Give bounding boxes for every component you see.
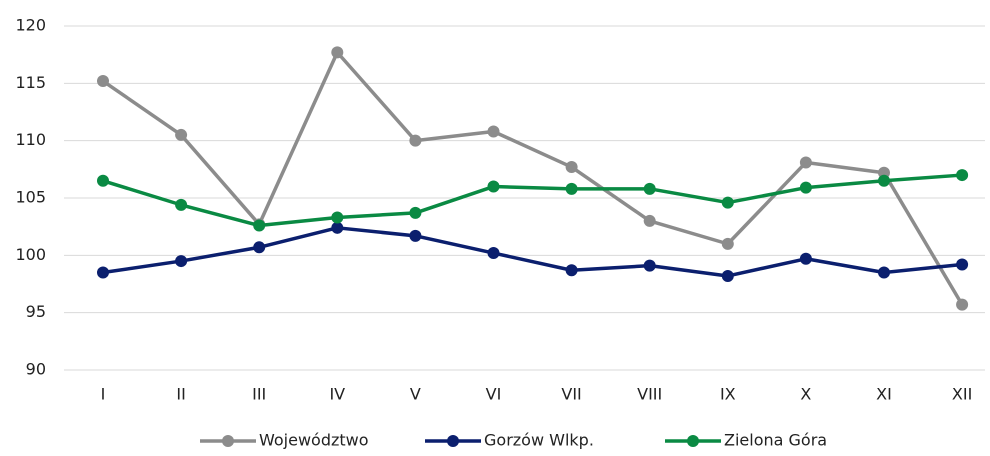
- data-point: [487, 180, 500, 193]
- x-tick-label: I: [101, 385, 106, 404]
- data-point: [487, 247, 500, 260]
- legend-label: Zielona Góra: [724, 431, 827, 450]
- x-tick-label: V: [410, 385, 421, 404]
- data-point: [175, 128, 188, 141]
- data-point: [409, 229, 422, 242]
- data-point: [565, 161, 578, 174]
- data-point: [409, 206, 422, 219]
- data-point: [956, 298, 969, 311]
- legend-marker: [447, 435, 459, 447]
- data-point: [956, 258, 969, 271]
- x-tick-label: IV: [329, 385, 345, 404]
- x-tick-label: XI: [876, 385, 892, 404]
- data-point: [331, 221, 344, 234]
- y-tick-label: 95: [26, 302, 46, 321]
- legend-marker: [687, 435, 699, 447]
- data-point: [253, 241, 266, 254]
- data-point: [97, 174, 109, 187]
- legend-marker: [222, 435, 234, 447]
- data-point: [643, 182, 656, 195]
- data-point: [97, 266, 109, 279]
- data-point: [721, 196, 734, 209]
- y-tick-label: 105: [15, 188, 46, 207]
- x-tick-label: VIII: [637, 385, 662, 404]
- x-tick-label: II: [176, 385, 185, 404]
- data-point: [487, 125, 500, 138]
- data-point: [409, 134, 422, 147]
- y-tick-label: 120: [15, 16, 46, 35]
- legend-label: Gorzów Wlkp.: [484, 431, 594, 450]
- x-tick-label: IX: [720, 385, 736, 404]
- data-point: [721, 237, 734, 250]
- data-point: [956, 169, 969, 182]
- series-line: [102, 226, 963, 278]
- legend-label: Województwo: [259, 431, 369, 450]
- data-point: [331, 211, 344, 224]
- data-point: [331, 46, 344, 59]
- y-tick-label: 115: [15, 73, 46, 92]
- data-point: [175, 255, 188, 268]
- data-point: [799, 181, 812, 194]
- data-point: [97, 75, 109, 88]
- data-point: [878, 174, 890, 187]
- data-point: [175, 198, 188, 211]
- x-tick-label: X: [800, 385, 811, 404]
- data-point: [643, 259, 656, 272]
- x-tick-label: III: [252, 385, 266, 404]
- series-line: [102, 50, 964, 306]
- y-tick-label: 90: [26, 360, 46, 379]
- x-tick-label: VI: [486, 385, 502, 404]
- x-tick-label: VII: [561, 385, 581, 404]
- data-point: [878, 266, 890, 279]
- data-point: [721, 269, 734, 282]
- data-point: [799, 156, 812, 169]
- data-point: [799, 252, 812, 265]
- y-tick-label: 100: [15, 245, 46, 264]
- data-point: [253, 219, 266, 232]
- y-tick-label: 110: [15, 130, 46, 149]
- data-point: [643, 214, 656, 227]
- data-point: [565, 264, 578, 277]
- data-point: [565, 182, 578, 195]
- series-line: [102, 173, 963, 228]
- x-tick-label: XII: [952, 385, 972, 404]
